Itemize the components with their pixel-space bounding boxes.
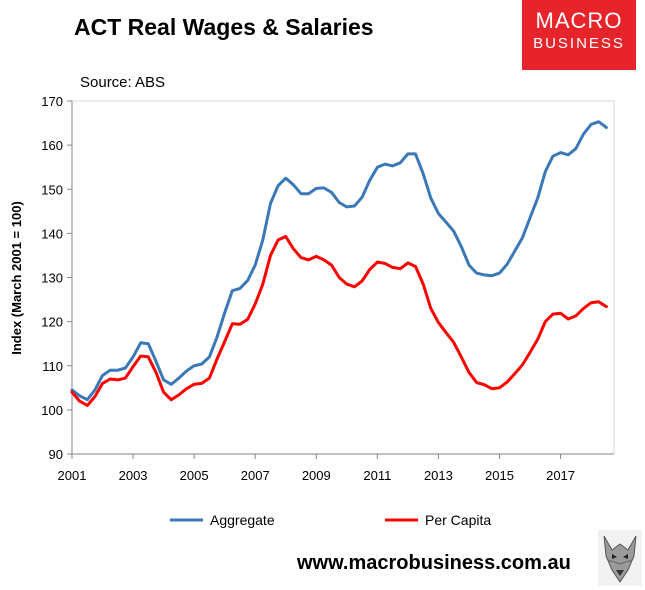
x-tick-label: 2011 (363, 468, 391, 483)
y-tick-label: 90 (49, 447, 63, 462)
x-tick-label: 2003 (119, 468, 148, 483)
y-tick-label: 110 (42, 359, 63, 374)
series-line-per-capita (70, 235, 608, 407)
macrobusiness-logo: MACRO BUSINESS (522, 0, 636, 70)
y-tick-label: 120 (41, 315, 63, 330)
logo-line-2: BUSINESS (533, 35, 625, 52)
x-tick-label: 2001 (58, 468, 87, 483)
x-tick-label: 2009 (302, 468, 331, 483)
chart-title: ACT Real Wages & Salaries (74, 14, 374, 40)
y-axis-label: Index (March 2001 = 100) (9, 201, 24, 355)
x-tick-label: 2013 (424, 468, 453, 483)
x-tick-label: 2007 (241, 468, 270, 483)
website-url: www.macrobusiness.com.au (297, 552, 571, 574)
y-tick-label: 160 (41, 138, 63, 153)
y-tick-label: 170 (41, 94, 63, 109)
logo-line-1: MACRO (535, 8, 623, 33)
series-line-aggregate (70, 120, 608, 402)
y-tick-label: 130 (41, 271, 63, 286)
y-tick-label: 150 (41, 182, 63, 197)
x-tick-label: 2005 (180, 468, 209, 483)
plot-area-frame (71, 100, 615, 455)
chart-source: Source: ABS (80, 74, 166, 91)
wolf-logo-icon (598, 530, 642, 586)
legend-label: Per Capita (425, 512, 491, 528)
y-tick-label: 140 (41, 226, 63, 241)
x-tick-label: 2015 (485, 468, 514, 483)
x-tick-label: 2017 (546, 468, 575, 483)
y-tick-label: 100 (41, 403, 63, 418)
legend-label: Aggregate (210, 512, 275, 528)
